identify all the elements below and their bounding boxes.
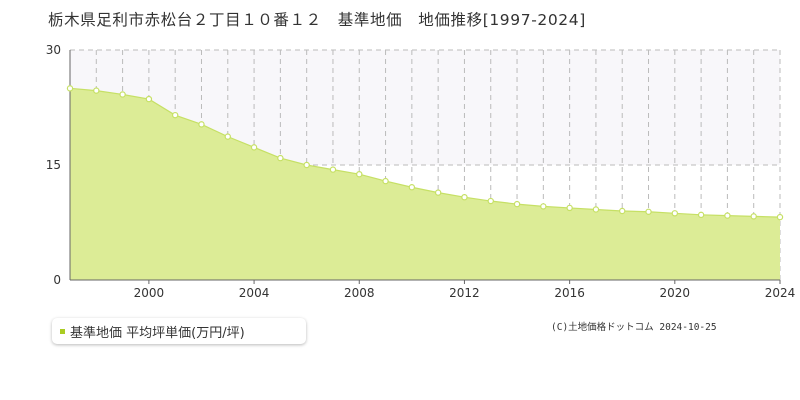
data-point [329,166,337,173]
data-point [645,208,652,215]
data-point [119,91,126,98]
x-tick-label: 2016 [554,286,585,300]
data-point [224,133,231,140]
data-point [303,161,310,169]
data-point [697,211,705,219]
chart-title: 栃木県足利市赤松台２丁目１０番１２ 基準地価 地価推移[1997-2024] [48,11,586,29]
data-point [750,213,757,220]
data-point [487,197,494,205]
copyright-text: (C)土地価格ドットコム 2024-10-25 [551,322,717,333]
data-point [724,212,731,219]
data-point [408,184,416,191]
series-area [70,88,780,280]
data-point [513,200,521,208]
legend-marker [60,328,65,334]
data-point [382,177,389,185]
data-point [145,95,153,103]
x-tick-label: 2008 [344,286,375,300]
data-point [566,204,573,212]
data-point [198,121,205,128]
y-tick-label: 15 [46,158,61,172]
data-point [619,207,626,215]
data-point [250,144,258,151]
x-tick-label: 2000 [134,286,165,300]
legend-label: 基準地価 平均坪単価(万円/坪) [70,325,245,341]
x-tick-label: 2004 [239,286,270,300]
data-point [171,111,179,119]
series-line [69,87,781,218]
data-point [592,206,600,213]
data-point [540,203,547,210]
data-point [277,154,284,162]
data-point [776,213,784,221]
data-point [356,170,363,178]
data-point [671,210,679,217]
legend[interactable]: 基準地価 平均坪単価(万円/坪) [52,318,306,344]
x-tick-label: 2020 [660,286,691,300]
x-tick-label: 2024 [765,286,796,300]
y-tick-label: 30 [46,43,61,57]
data-point [66,85,74,92]
y-tick-label: 0 [53,273,61,287]
data-point [434,189,442,196]
data-point [93,87,100,94]
x-tick-label: 2012 [449,286,480,300]
data-point [461,193,468,201]
